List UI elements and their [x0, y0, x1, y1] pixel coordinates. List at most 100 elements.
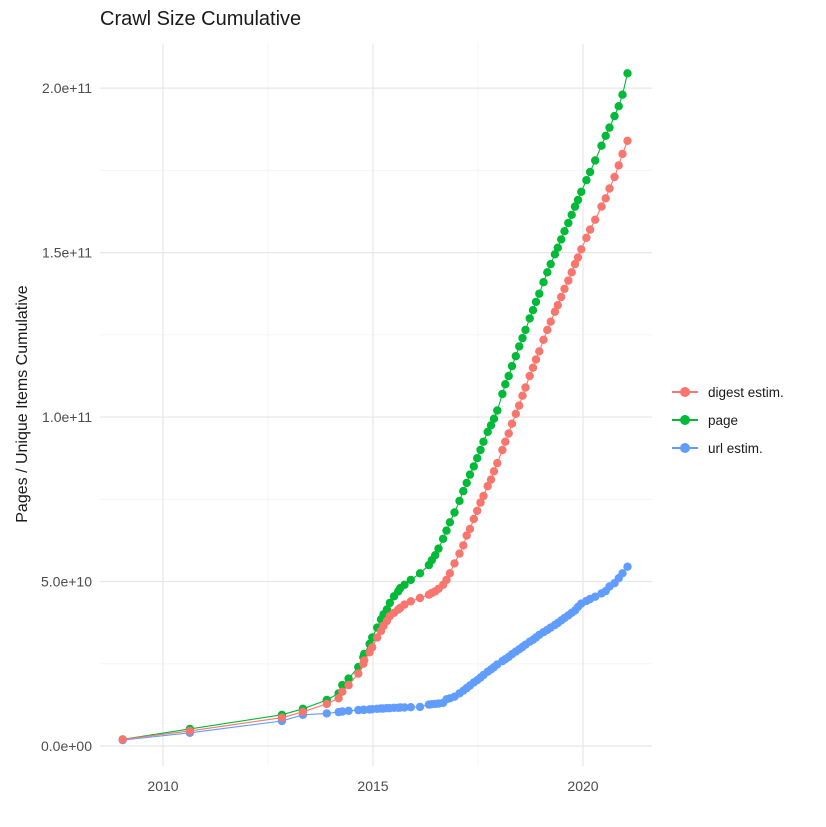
data-point-digest-estim-	[483, 481, 492, 491]
legend-dot-swatch	[680, 415, 690, 425]
legend: digest estim. page url estim.	[672, 378, 784, 462]
data-point-digest-estim-	[553, 301, 562, 310]
legend-key-icon	[672, 439, 698, 457]
data-point-page	[462, 478, 471, 488]
data-point-digest-estim-	[597, 202, 606, 211]
data-point-url-estim-	[400, 703, 409, 712]
data-point-page	[483, 427, 492, 437]
data-point-page	[493, 406, 502, 415]
data-point-page	[601, 131, 610, 140]
data-point-page	[385, 598, 394, 608]
data-point-digest-estim-	[515, 401, 524, 410]
series-line-url-estim-	[122, 566, 628, 741]
y-tick-label: 1.5e+11	[42, 245, 92, 261]
data-point-page	[570, 202, 580, 211]
data-point-url-estim-	[591, 592, 600, 601]
data-point-page	[473, 454, 482, 463]
data-point-digest-estim-	[338, 687, 347, 696]
legend-item-digest-estim-: digest estim.	[672, 378, 784, 406]
legend-dot-swatch	[680, 443, 690, 453]
data-point-page	[338, 680, 347, 690]
data-point-page	[476, 445, 485, 455]
data-point-page	[528, 306, 538, 315]
data-point-page	[382, 605, 392, 614]
data-point-digest-estim-	[486, 475, 496, 484]
legend-item-url-estim-: url estim.	[672, 434, 784, 462]
data-point-digest-estim-	[455, 549, 464, 558]
data-point-digest-estim-	[535, 347, 544, 356]
data-point-digest-estim-	[476, 498, 485, 507]
data-point-digest-estim-	[334, 694, 343, 703]
data-point-digest-estim-	[567, 268, 576, 277]
data-point-page	[564, 218, 573, 228]
data-point-page	[415, 569, 425, 578]
y-tick-label: 1.0e+11	[42, 409, 92, 425]
data-point-digest-estim-	[528, 363, 538, 372]
data-point-digest-estim-	[591, 215, 600, 224]
legend-key-icon	[672, 411, 698, 429]
data-point-page	[591, 156, 600, 165]
data-point-page	[511, 352, 520, 361]
data-point-digest-estim-	[479, 491, 488, 501]
data-point-digest-estim-	[623, 136, 632, 145]
data-point-digest-estim-	[550, 307, 560, 316]
data-point-page	[597, 141, 606, 150]
data-point-page	[521, 325, 530, 335]
data-point-digest-estim-	[277, 713, 287, 722]
data-point-digest-estim-	[360, 656, 369, 665]
data-point-digest-estim-	[501, 437, 510, 446]
data-point-digest-estim-	[354, 669, 363, 678]
data-point-page	[531, 297, 541, 307]
data-point-page	[486, 421, 496, 430]
data-point-page	[501, 380, 510, 389]
data-point-page	[469, 462, 478, 471]
legend-key-icon	[672, 383, 698, 401]
data-point-digest-estim-	[564, 276, 573, 285]
data-point-digest-estim-	[531, 355, 541, 364]
data-point-page	[585, 167, 595, 177]
data-point-digest-estim-	[521, 383, 530, 392]
data-point-digest-estim-	[406, 597, 415, 606]
data-point-page	[400, 580, 409, 589]
data-point-page	[455, 496, 464, 506]
data-point-url-estim-	[344, 706, 353, 715]
data-point-page	[445, 518, 455, 527]
data-point-digest-estim-	[465, 524, 475, 534]
data-point-digest-estim-	[498, 445, 507, 455]
data-point-page	[577, 187, 586, 196]
data-point-digest-estim-	[462, 531, 471, 540]
data-point-page	[618, 90, 627, 99]
data-point-digest-estim-	[118, 735, 127, 744]
data-point-digest-estim-	[546, 317, 555, 326]
data-point-digest-estim-	[473, 506, 482, 515]
data-point-page	[614, 102, 623, 111]
data-point-digest-estim-	[585, 225, 595, 234]
y-tick-label: 2.0e+11	[42, 80, 92, 96]
x-tick-label: 2020	[567, 778, 598, 794]
data-point-digest-estim-	[557, 292, 566, 302]
data-point-page	[498, 389, 507, 399]
data-point-page	[539, 278, 548, 287]
data-point-digest-estim-	[543, 325, 552, 335]
data-point-digest-estim-	[493, 458, 502, 468]
data-point-digest-estim-	[601, 194, 610, 203]
data-point-digest-estim-	[577, 245, 586, 254]
data-point-page	[610, 111, 619, 121]
data-point-digest-estim-	[582, 233, 591, 242]
data-point-page	[573, 195, 583, 205]
legend-item-page: page	[672, 406, 784, 434]
data-point-url-estim-	[338, 707, 347, 716]
data-point-digest-estim-	[539, 335, 548, 344]
y-tick-label: 0.0e+00	[41, 738, 92, 754]
data-point-digest-estim-	[415, 593, 425, 603]
data-point-page	[546, 259, 555, 269]
data-point-digest-estim-	[618, 149, 627, 159]
data-point-page	[344, 674, 353, 683]
data-point-digest-estim-	[400, 600, 409, 609]
data-point-page	[535, 289, 544, 298]
y-tick-label: 5.0e+10	[41, 574, 92, 590]
data-point-digest-estim-	[570, 259, 580, 269]
data-point-digest-estim-	[610, 172, 619, 182]
